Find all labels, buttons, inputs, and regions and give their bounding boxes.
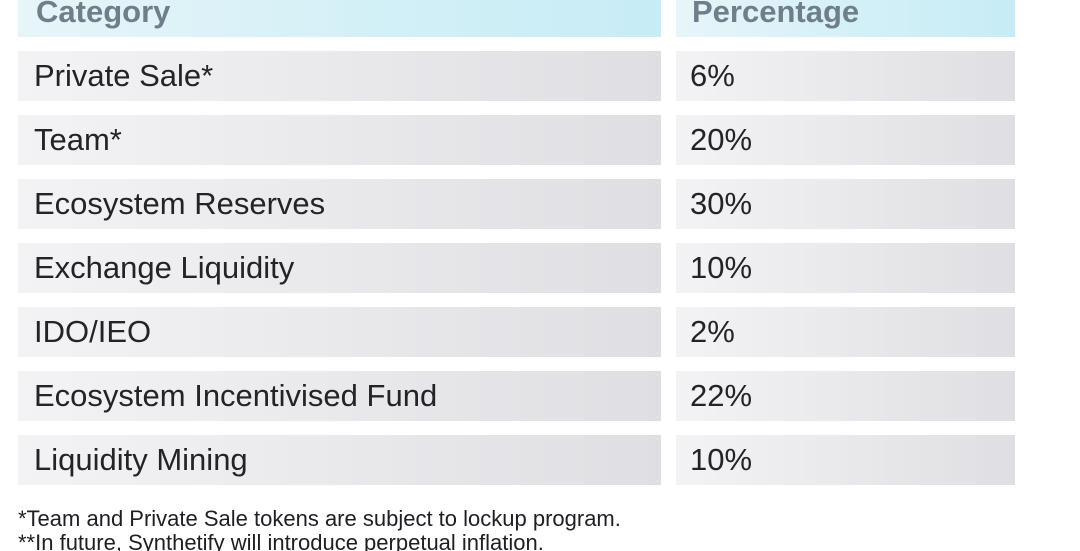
category-cell: Liquidity Mining [18, 435, 661, 485]
percentage-cell: 30% [676, 179, 1015, 229]
category-cell: Exchange Liquidity [18, 243, 661, 293]
table-row: Ecosystem Reserves 30% [18, 179, 1015, 229]
category-cell: Ecosystem Incentivised Fund [18, 371, 661, 421]
table-row: Exchange Liquidity 10% [18, 243, 1015, 293]
percentage-cell: 2% [676, 307, 1015, 357]
table-row: Liquidity Mining 10% [18, 435, 1015, 485]
table-row: Private Sale* 6% [18, 51, 1015, 101]
footnote-inflation: **In future, Synthetify will introduce p… [18, 530, 544, 551]
category-cell: Team* [18, 115, 661, 165]
percentage-cell: 10% [676, 435, 1015, 485]
category-cell: Ecosystem Reserves [18, 179, 661, 229]
table-header: Category Percentage [18, 0, 1015, 37]
footnotes: *Team and Private Sale tokens are subjec… [18, 507, 1058, 551]
category-cell: IDO/IEO [18, 307, 661, 357]
percentage-cell: 20% [676, 115, 1015, 165]
footnote-lockup: *Team and Private Sale tokens are subjec… [18, 506, 621, 531]
table-body: Private Sale* 6% Team* 20% Ecosystem Res… [18, 51, 1015, 499]
percentage-cell: 22% [676, 371, 1015, 421]
percentage-cell: 10% [676, 243, 1015, 293]
header-category: Category [18, 0, 661, 37]
header-percentage: Percentage [676, 0, 1015, 37]
table-row: IDO/IEO 2% [18, 307, 1015, 357]
table-row: Ecosystem Incentivised Fund 22% [18, 371, 1015, 421]
table-row: Team* 20% [18, 115, 1015, 165]
category-cell: Private Sale* [18, 51, 661, 101]
percentage-cell: 6% [676, 51, 1015, 101]
